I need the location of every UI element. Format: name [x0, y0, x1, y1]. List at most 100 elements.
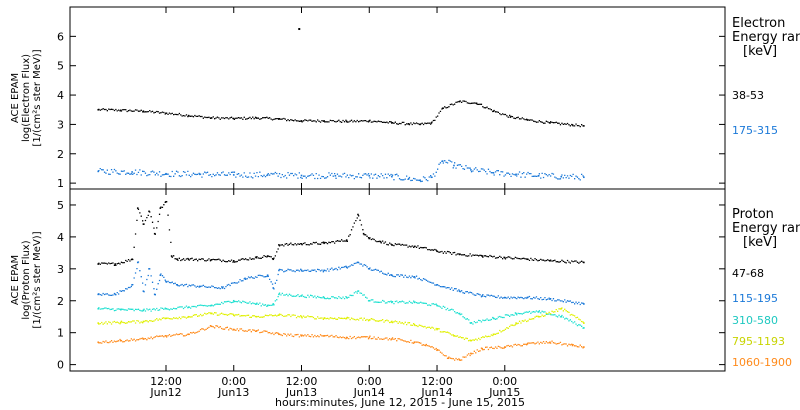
proton-point-1060-1900-25 [583, 346, 585, 348]
electron-point-175-315-3 [199, 173, 201, 176]
proton-point-115-195-18 [345, 266, 348, 269]
proton-point-310-580-7 [255, 303, 258, 305]
proton-legend-title-1: Proton [732, 207, 774, 222]
x-axis-label: hours:minutes, June 12, 2015 - June 15, … [275, 396, 525, 409]
proton-point-795-1193-6 [232, 314, 235, 316]
proton-point-1060-1900-20 [481, 347, 483, 350]
xtick-label-date-3: Jun14 [353, 386, 385, 399]
proton-point-47-68-21 [357, 213, 359, 216]
proton-point-115-195-11 [221, 287, 224, 289]
xtick-label-date-5: Jun15 [488, 386, 520, 399]
proton-point-1060-1900-23 [549, 341, 551, 344]
proton-point-795-1193-14 [413, 323, 416, 326]
proton-point-795-1193-13 [391, 320, 393, 323]
electron-data-points [97, 28, 585, 183]
proton-point-47-68-19 [323, 242, 325, 245]
electron-outlier-point-0 [298, 28, 301, 31]
proton-point-115-195-16 [300, 269, 303, 272]
proton-point-47-68-25 [391, 244, 393, 246]
proton-point-1060-1900-17 [447, 357, 450, 360]
proton-point-310-580-2 [142, 309, 145, 312]
proton-point-1060-1900-9 [300, 335, 303, 337]
proton-point-47-68-29 [481, 255, 483, 257]
proton-point-310-580-6 [232, 299, 235, 302]
electron-point-38-53-24 [571, 124, 574, 126]
proton-point-795-1193-8 [278, 314, 280, 316]
proton-point-795-1193-5 [210, 312, 212, 315]
proton-y-axis-label: ACE EPAM log(Proton Flux) [1/(cm²s ster … [10, 231, 43, 328]
proton-point-47-68-8 [165, 200, 167, 203]
electron-legend-title-3: [keV] [743, 44, 777, 59]
proton-ylabel-line-2: log(Proton Flux) [21, 240, 32, 319]
proton-ytick-label-5: 5 [57, 199, 64, 212]
electron-point-175-315-19 [560, 175, 563, 178]
electron-point-175-315-7 [334, 174, 337, 177]
time-x-axis: 12:00Jun120:00Jun1312:00Jun130:00Jun1412… [149, 375, 520, 399]
proton-point-310-580-11 [300, 295, 303, 297]
proton-point-310-580-10 [278, 293, 280, 296]
proton-point-310-580-3 [165, 307, 167, 310]
xtick-label-date-0: Jun12 [149, 386, 181, 399]
electron-legend-title-1: Electron [732, 16, 785, 31]
proton-point-795-1193-1 [120, 321, 122, 324]
proton-point-47-68-10 [176, 258, 179, 261]
electron-ytick-label-3: 4 [57, 89, 64, 102]
electron-legend: Electron Energy range [keV] 38-53 175-31… [732, 16, 800, 137]
electron-point-175-315-4 [232, 174, 235, 176]
proton-point-795-1193-3 [165, 317, 167, 320]
electron-point-38-53-23 [549, 122, 551, 124]
electron-ylabel-line-1: ACE EPAM [10, 73, 21, 123]
proton-point-115-195-29 [583, 303, 585, 305]
proton-point-795-1193-21 [560, 307, 563, 310]
proton-point-47-68-0 [97, 263, 100, 265]
electron-ytick-label-1: 2 [57, 148, 64, 161]
proton-point-47-68-13 [232, 260, 235, 262]
proton-point-1060-1900-5 [210, 325, 212, 328]
xtick-label-time-1: 0:00 [221, 375, 246, 388]
electron-ytick-label-5: 6 [57, 30, 64, 43]
electron-point-38-53-3 [165, 112, 167, 115]
proton-legend-item-795-1193: 795-1193 [732, 335, 785, 348]
electron-legend-title-2: Energy range [732, 30, 800, 45]
proton-point-310-580-13 [345, 296, 348, 299]
proton-series-795-1193 [98, 307, 584, 342]
electron-y-axis-label: ACE EPAM log(Electron Flux) [1/(cm²s ste… [10, 49, 43, 146]
proton-ytick-label-1: 1 [57, 327, 64, 340]
electron-point-175-315-9 [391, 175, 393, 178]
proton-point-795-1193-10 [323, 317, 325, 320]
proton-point-310-580-16 [391, 301, 393, 304]
proton-point-47-68-20 [345, 239, 348, 241]
electron-point-175-315-10 [407, 177, 410, 180]
proton-point-47-68-33 [583, 261, 585, 264]
proton-legend-item-310-580: 310-580 [732, 314, 778, 327]
proton-point-115-195-15 [278, 269, 280, 272]
proton-point-47-68-16 [272, 258, 275, 261]
proton-point-115-195-20 [368, 268, 371, 270]
proton-point-47-68-1 [114, 263, 116, 265]
electron-point-38-53-25 [583, 125, 585, 127]
proton-point-310-580-0 [97, 307, 100, 310]
proton-legend-title-3: [keV] [743, 235, 777, 250]
proton-point-47-68-12 [210, 259, 212, 261]
proton-point-795-1193-4 [187, 315, 190, 318]
proton-point-47-68-11 [187, 258, 190, 261]
electron-point-175-315-14 [453, 164, 455, 167]
proton-point-1060-1900-10 [323, 335, 325, 337]
electron-point-38-53-5 [210, 117, 212, 119]
proton-point-795-1193-16 [453, 335, 455, 337]
electron-point-38-53-17 [441, 107, 444, 110]
proton-point-47-68-30 [503, 256, 506, 259]
proton-point-47-68-23 [368, 237, 371, 240]
proton-point-310-580-4 [187, 306, 190, 308]
proton-point-1060-1900-21 [503, 346, 506, 348]
proton-series-310-580 [98, 290, 584, 329]
electron-point-38-53-22 [526, 119, 529, 121]
proton-legend-item-47-68: 47-68 [732, 267, 764, 280]
proton-series-1060-1900 [98, 324, 584, 362]
electron-point-38-53-6 [232, 117, 235, 120]
proton-point-115-195-25 [481, 295, 483, 297]
proton-point-47-68-7 [159, 207, 162, 209]
electron-point-175-315-17 [515, 173, 517, 176]
proton-point-115-195-26 [503, 296, 506, 299]
xtick-label-time-2: 12:00 [286, 375, 318, 388]
